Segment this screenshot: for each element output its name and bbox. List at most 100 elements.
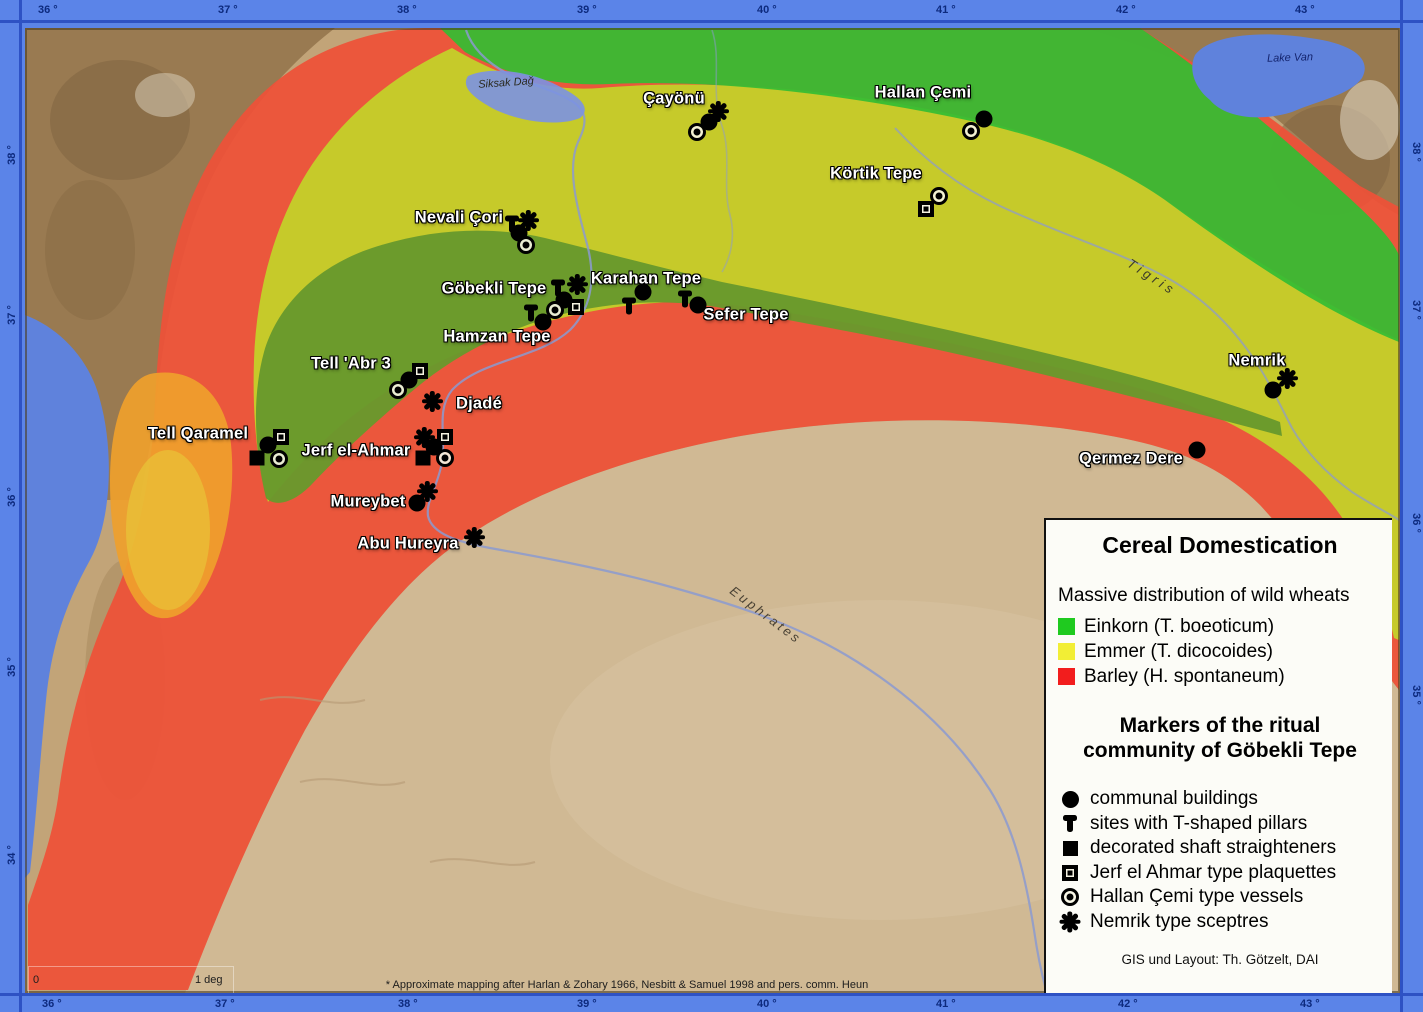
sceptre-marker-icon — [707, 100, 729, 122]
color-swatch — [1058, 618, 1075, 635]
frame-bar-right — [1400, 0, 1423, 1012]
marker-legend-glyph — [1058, 840, 1082, 856]
marker-legend-row: decorated shaft straighteners — [1058, 836, 1382, 861]
sceptre-marker-icon — [416, 480, 438, 502]
marker-legend-glyph — [1058, 911, 1082, 933]
communal-marker-icon — [634, 283, 652, 301]
site-label: Jerf el-Ahmar — [301, 441, 411, 460]
communal-marker-icon — [534, 313, 552, 331]
lake-van-label: Lake Van — [1266, 51, 1314, 65]
plaquette-marker-icon — [568, 299, 584, 315]
coordinate-label-bottom: 43 ° — [1300, 998, 1320, 1010]
coordinate-label-top: 38 ° — [397, 4, 417, 16]
coordinate-label-right: 37 ° — [1409, 300, 1422, 320]
communal-marker-icon — [700, 113, 718, 131]
shaft-marker-icon — [249, 450, 265, 466]
markers-heading-line2: community of Göbekli Tepe — [1083, 739, 1357, 762]
wheat-legend-rows: Einkorn (T. boeoticum) Emmer (T. dicocoid… — [1058, 614, 1382, 689]
markers-heading: Markers of the ritual community of Göbek… — [1058, 713, 1382, 763]
site-label: Körtik Tepe — [830, 164, 922, 183]
emmer-einkorn-zone — [253, 48, 1399, 640]
marker-legend-row: communal buildings — [1058, 787, 1382, 812]
sceptre-marker-icon — [463, 526, 485, 548]
frame-line-left — [19, 0, 22, 1012]
tpillar-marker-icon — [621, 297, 637, 315]
site-label: Abu Hureyra — [357, 534, 459, 553]
coordinate-label-top: 43 ° — [1295, 4, 1315, 16]
frame-line-bottom — [0, 993, 1423, 996]
tpillar-marker-icon — [504, 215, 520, 233]
sceptre-marker-icon — [1276, 367, 1298, 389]
site-label: Tell Qaramel — [147, 424, 249, 443]
sceptre-marker-icon — [413, 426, 435, 448]
plaquette-marker-icon — [1062, 864, 1078, 881]
wheat-legend-row: Barley (H. spontaneum) — [1058, 664, 1382, 689]
site-label: Hallan Çemi — [874, 83, 972, 102]
plaquette-marker-icon — [273, 429, 289, 445]
vessel-marker-icon — [436, 449, 454, 467]
marker-legend-glyph — [1058, 790, 1082, 808]
shaft-marker-icon — [1062, 840, 1078, 856]
wadi-lines — [259, 696, 536, 866]
lake-van — [1192, 34, 1365, 118]
shaft-marker-icon — [415, 450, 431, 466]
vessel-marker-icon — [270, 450, 288, 468]
tigris-river — [894, 127, 1400, 521]
plaquette-marker-icon — [437, 429, 453, 445]
coordinate-label-top: 37 ° — [218, 4, 238, 16]
coordinate-label-top: 39 ° — [577, 4, 597, 16]
wheat-legend-label: Einkorn (T. boeoticum) — [1084, 615, 1275, 637]
color-swatch — [1058, 643, 1075, 660]
emmer-yellow-fringe — [126, 450, 210, 610]
communal-marker-icon — [1188, 441, 1206, 459]
vessel-marker-icon — [546, 301, 564, 319]
coordinate-label-bottom: 41 ° — [936, 998, 956, 1010]
snow-patch — [135, 73, 195, 117]
wheat-legend-row: Emmer (T. dicocoides) — [1058, 639, 1382, 664]
plaquette-marker-icon — [918, 201, 934, 217]
marker-legend-row: Nemrik type sceptres — [1058, 910, 1382, 935]
euphrates-river — [426, 29, 1048, 991]
sceptre-marker-icon — [517, 209, 539, 231]
scale-bar: 0 1 deg — [28, 966, 234, 996]
site-label: Karahan Tepe — [590, 269, 702, 288]
marker-legend-row: sites with T-shaped pillars — [1058, 812, 1382, 837]
wheat-legend-label: Emmer (T. dicocoides) — [1084, 640, 1273, 662]
marker-legend-glyph — [1058, 864, 1082, 881]
vessel-marker-icon — [517, 236, 535, 254]
einkorn-zone — [440, 28, 1399, 342]
ataturk-reservoir — [465, 70, 585, 123]
coordinate-label-right: 38 ° — [1409, 142, 1422, 162]
communal-marker-icon — [1061, 790, 1079, 808]
coordinate-label-top: 41 ° — [936, 4, 956, 16]
site-label: Nemrik — [1228, 351, 1286, 370]
overlap-olive-zone — [255, 230, 1283, 503]
coordinate-label-bottom: 38 ° — [398, 998, 418, 1010]
scale-zero-label: 0 — [33, 974, 40, 986]
coordinate-label-left: 35 ° — [5, 657, 18, 677]
sceptre-marker-icon — [566, 273, 588, 295]
site-label: Nevali Çori — [414, 208, 504, 227]
site-label: Djadé — [456, 394, 502, 413]
tributary-river — [711, 29, 734, 273]
marker-legend-label: Nemrik type sceptres — [1090, 910, 1269, 932]
footnote: * Approximate mapping after Harlan & Zoh… — [385, 979, 869, 991]
snow-patch — [1340, 80, 1400, 160]
wheats-heading: Massive distribution of wild wheats — [1058, 585, 1350, 606]
sceptre-marker-icon — [1059, 911, 1081, 933]
frame-line-top — [0, 20, 1423, 23]
site-label: Qermez Dere — [1078, 449, 1184, 468]
coordinate-label-left: 38 ° — [5, 145, 18, 165]
frame-line-right — [1400, 0, 1403, 1012]
mountain-shading — [45, 180, 135, 320]
coordinate-label-bottom: 36 ° — [42, 998, 62, 1010]
communal-marker-icon — [689, 296, 707, 314]
vessel-marker-icon — [962, 122, 980, 140]
mediterranean-sea — [25, 315, 109, 878]
legend-title: Cereal Domestication — [1102, 532, 1338, 558]
sceptre-marker-icon — [421, 390, 443, 412]
tpillar-marker-icon — [550, 279, 566, 297]
wheat-legend-row: Einkorn (T. boeoticum) — [1058, 614, 1382, 639]
frame-bar-bottom — [0, 993, 1423, 1012]
marker-legend-label: decorated shaft straighteners — [1090, 837, 1337, 859]
